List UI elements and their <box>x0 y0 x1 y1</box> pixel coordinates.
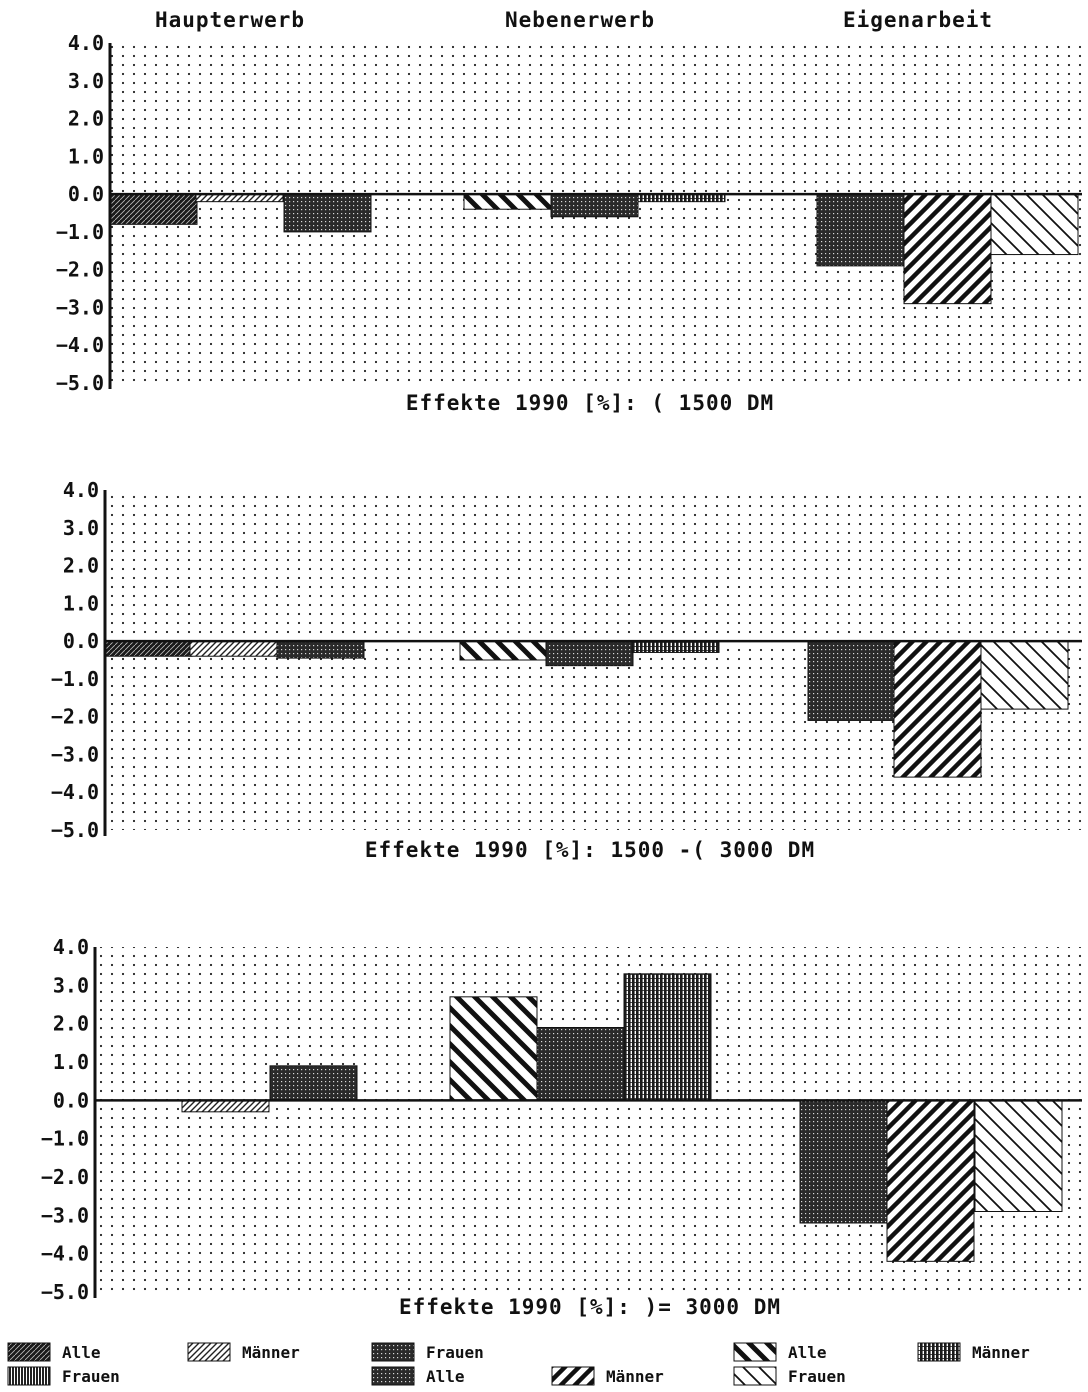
y-tick-label: 2.0 <box>53 1012 89 1036</box>
bar-nebenerwerb-alle <box>449 996 538 1101</box>
legend-item-maenner: Männer <box>551 1366 664 1386</box>
legend-item-frauen: Frauen <box>7 1366 120 1386</box>
bar-eigenarbeit-frauen <box>990 193 1079 256</box>
group-header-nebenerwerb: Nebenerwerb <box>505 8 655 32</box>
y-tick-label: −1.0 <box>51 667 99 691</box>
y-tick-label: −2.0 <box>56 258 104 282</box>
legend-label: Männer <box>606 1367 664 1386</box>
legend-label: Alle <box>62 1343 101 1362</box>
bar-nebenerwerb-alle <box>463 193 552 210</box>
bar-haupterwerb-alle <box>109 193 198 225</box>
bar-haupterwerb-frauen <box>269 1065 358 1101</box>
y-tick-label: −3.0 <box>41 1203 89 1227</box>
bar-nebenerwerb-frauen <box>550 193 639 218</box>
bar-eigenarbeit-frauen <box>980 640 1069 710</box>
panel-title: Effekte 1990 [%]: ( 1500 DM <box>406 391 774 415</box>
y-tick-label: −4.0 <box>56 333 104 357</box>
bar-eigenarbeit-alle <box>807 640 896 721</box>
bar-eigenarbeit-maenner <box>903 193 992 305</box>
legend-label: Männer <box>972 1343 1030 1362</box>
legend-label: Männer <box>242 1343 300 1362</box>
y-tick-label: −3.0 <box>56 295 104 319</box>
y-tick-label: 3.0 <box>63 516 99 540</box>
legend-label: Alle <box>426 1367 465 1386</box>
legend-item-alle: Alle <box>7 1342 101 1362</box>
bar-haupterwerb-maenner <box>189 640 278 657</box>
bar-eigenarbeit-frauen <box>974 1099 1063 1213</box>
y-tick-label: 1.0 <box>63 591 99 615</box>
panel-title: Effekte 1990 [%]: 1500 -( 3000 DM <box>365 838 815 862</box>
panel-title: Effekte 1990 [%]: )= 3000 DM <box>399 1295 781 1319</box>
chart-panels: 4.0 3.0 2.0 1.0 0.0 −1.0 −2.0 −3.0 −4.0 −5.0 Effek… <box>41 31 1082 1319</box>
legend-swatch <box>371 1366 415 1386</box>
y-tick-label: −5.0 <box>41 1280 89 1304</box>
bar-nebenerwerb-frauen <box>545 640 634 667</box>
y-tick-label: 4.0 <box>68 31 104 55</box>
y-tick-label: −2.0 <box>41 1165 89 1189</box>
y-tick-label: 3.0 <box>68 69 104 93</box>
legend-swatch <box>371 1342 415 1362</box>
bar-eigenarbeit-maenner <box>886 1099 975 1262</box>
group-header-haupterwerb: Haupterwerb <box>155 8 305 32</box>
bar-haupterwerb-maenner <box>181 1099 270 1113</box>
legend-label: Frauen <box>426 1343 484 1362</box>
chart-panel: 4.0 3.0 2.0 1.0 0.0 −1.0 −2.0 −3.0 −4.0 −5.0 Effek… <box>41 935 1082 1319</box>
y-tick-label: 1.0 <box>68 144 104 168</box>
y-tick-label: −5.0 <box>51 818 99 842</box>
legend-item-frauen: Frauen <box>371 1342 484 1362</box>
group-header-eigenarbeit: Eigenarbeit <box>843 8 993 32</box>
chart-panel: 4.0 3.0 2.0 1.0 0.0 −1.0 −2.0 −3.0 −4.0 −5.0 Effek… <box>51 478 1082 862</box>
legend-swatch <box>733 1342 777 1362</box>
y-tick-label: −1.0 <box>56 220 104 244</box>
legend-label: Frauen <box>788 1367 846 1386</box>
bar-nebenerwerb-frauen <box>536 1027 625 1101</box>
legend-item-maenner: Männer <box>187 1342 300 1362</box>
legend-item-alle: Alle <box>371 1366 465 1386</box>
y-tick-label: 0.0 <box>68 182 104 206</box>
bar-haupterwerb-frauen <box>283 193 372 233</box>
legend: Alle Frauen Männer Frauen Alle Männer Alle Frau… <box>7 1342 1030 1386</box>
y-tick-label: 1.0 <box>53 1050 89 1074</box>
legend-item-maenner: Männer <box>917 1342 1030 1362</box>
legend-swatch <box>733 1366 777 1386</box>
chart-panel: 4.0 3.0 2.0 1.0 0.0 −1.0 −2.0 −3.0 −4.0 −5.0 Effek… <box>56 31 1082 415</box>
legend-label: Alle <box>788 1343 827 1362</box>
y-tick-label: 0.0 <box>53 1088 89 1112</box>
bar-nebenerwerb-alle <box>459 640 548 661</box>
group-headers: Haupterwerb Nebenerwerb Eigenarbeit <box>155 8 993 32</box>
legend-swatch <box>917 1342 961 1362</box>
bar-eigenarbeit-alle <box>799 1099 888 1224</box>
legend-item-frauen: Frauen <box>733 1366 846 1386</box>
legend-item-alle: Alle <box>733 1342 827 1362</box>
y-tick-label: 2.0 <box>63 554 99 578</box>
bar-eigenarbeit-alle <box>816 193 905 267</box>
bar-haupterwerb-frauen <box>276 640 365 659</box>
legend-swatch <box>187 1342 231 1362</box>
legend-swatch <box>7 1366 51 1386</box>
legend-swatch <box>551 1366 595 1386</box>
bar-eigenarbeit-maenner <box>893 640 982 778</box>
bar-nebenerwerb-maenner <box>631 640 720 653</box>
y-tick-label: 4.0 <box>53 935 89 959</box>
bar-nebenerwerb-maenner <box>623 973 712 1101</box>
y-tick-label: −1.0 <box>41 1127 89 1151</box>
y-tick-label: −3.0 <box>51 742 99 766</box>
legend-label: Frauen <box>62 1367 120 1386</box>
y-tick-label: 2.0 <box>68 107 104 131</box>
bar-haupterwerb-alle <box>104 640 193 657</box>
y-tick-label: −2.0 <box>51 705 99 729</box>
legend-swatch <box>7 1342 51 1362</box>
y-tick-label: −4.0 <box>41 1242 89 1266</box>
y-tick-label: −5.0 <box>56 371 104 395</box>
y-tick-label: 4.0 <box>63 478 99 502</box>
y-tick-label: 3.0 <box>53 973 89 997</box>
y-tick-label: 0.0 <box>63 629 99 653</box>
y-tick-label: −4.0 <box>51 780 99 804</box>
